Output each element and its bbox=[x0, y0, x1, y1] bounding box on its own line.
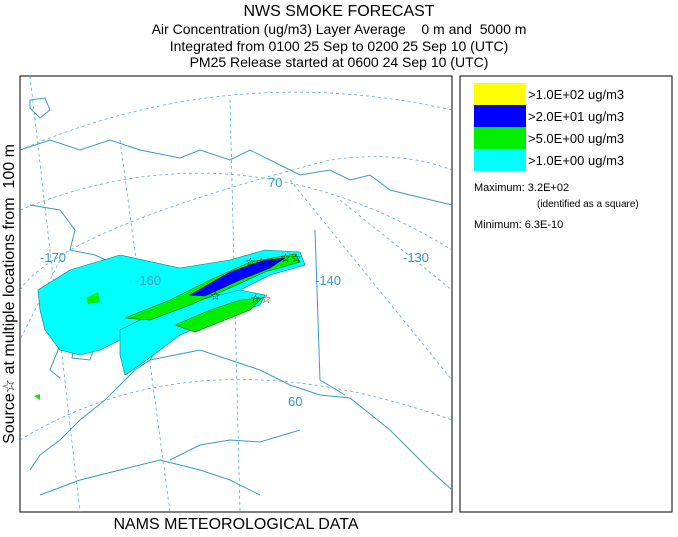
map-label: 70 bbox=[268, 175, 282, 190]
source-marker: ☆ bbox=[210, 289, 221, 303]
map-label: -130 bbox=[403, 250, 429, 265]
source-marker: ☆☆ bbox=[250, 292, 272, 306]
legend-label: >2.0E+01 ug/m3 bbox=[528, 109, 624, 124]
legend-label: >5.0E+00 ug/m3 bbox=[528, 131, 624, 146]
map-label: -170 bbox=[40, 250, 66, 265]
side-label: Source☆ at multiple locations from 100 m bbox=[1, 144, 18, 444]
map: ☆☆☆ ☆☆ ☆ ☆☆ -170 -160 -140 -130 70 60 bbox=[19, 75, 453, 513]
smoke-plume bbox=[34, 249, 306, 400]
map-label: -140 bbox=[315, 273, 341, 288]
graticule bbox=[20, 76, 452, 512]
source-marker: ☆☆ bbox=[280, 251, 302, 265]
legend-swatch bbox=[474, 105, 526, 127]
legend-swatch bbox=[474, 149, 526, 171]
map-label: -160 bbox=[135, 273, 161, 288]
legend: Maximum: 3.2E+02 (identified as a square… bbox=[459, 75, 673, 513]
subtitle-line: Air Concentration (ug/m3) Layer Average … bbox=[152, 21, 527, 37]
legend-label: >1.0E+00 ug/m3 bbox=[528, 153, 624, 168]
legend-swatch bbox=[474, 127, 526, 149]
maximum-note: (identified as a square) bbox=[537, 199, 639, 210]
map-label: 60 bbox=[288, 394, 302, 409]
legend-label: >1.0E+02 ug/m3 bbox=[528, 87, 624, 102]
footer: NAMS METEOROLOGICAL DATA bbox=[113, 516, 358, 532]
title: NWS SMOKE FORECAST bbox=[243, 3, 434, 20]
maximum: Maximum: 3.2E+02 bbox=[474, 182, 569, 194]
source-marker: ☆☆☆ bbox=[245, 255, 277, 269]
legend-swatch bbox=[474, 83, 526, 105]
subtitle-line: Integrated from 0100 25 Sep to 0200 25 S… bbox=[170, 38, 509, 54]
minimum: Minimum: 6.3E-10 bbox=[474, 219, 563, 231]
source-markers: ☆☆☆ ☆☆ ☆ ☆☆ bbox=[210, 251, 302, 306]
subtitle-line: PM25 Release started at 0600 24 Sep 10 (… bbox=[190, 54, 489, 70]
